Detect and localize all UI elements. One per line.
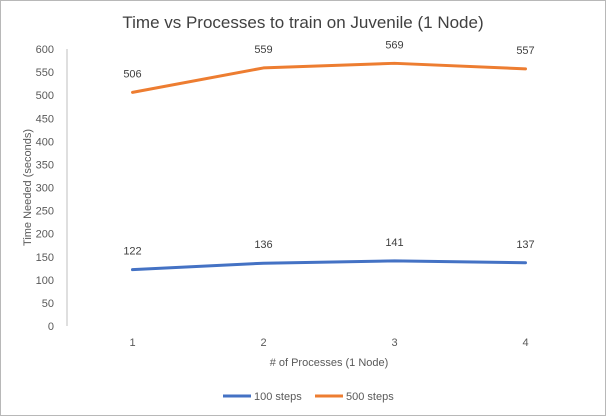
y-tick-label: 350 [36,159,54,171]
y-tick-label: 450 [36,113,54,125]
series-layer: 122 136 141 137 506 559 569 557 [123,39,535,272]
y-tick-label: 0 [48,321,54,333]
y-tick-label: 300 [36,183,54,195]
y-axis-title: Time Needed (seconds) [22,129,34,246]
y-tick-label: 50 [42,298,54,310]
legend: 100 steps 500 steps [223,391,394,403]
legend-label: 500 steps [346,391,394,403]
data-label: 506 [123,68,141,80]
x-tick-label: 2 [260,337,266,349]
y-tick-label: 150 [36,252,54,264]
x-tick-label: 1 [129,337,135,349]
data-label: 559 [254,44,272,56]
y-tick-label: 250 [36,206,54,218]
data-label: 557 [516,45,534,57]
y-tick-label: 600 [36,44,54,56]
chart-title: Time vs Processes to train on Juvenile (… [122,13,483,32]
legend-label: 100 steps [254,391,302,403]
x-axis-title: # of Processes (1 Node) [270,357,389,369]
data-label: 141 [385,237,403,249]
x-tick-label: 4 [522,337,528,349]
y-tick-label: 500 [36,90,54,102]
x-tick-label: 3 [391,337,397,349]
data-label: 122 [123,246,141,258]
y-axis-ticks: 0 50 100 150 200 250 300 350 400 450 500 550 600 [36,44,54,333]
y-tick-label: 400 [36,136,54,148]
y-tick-label: 200 [36,229,54,241]
y-tick-label: 100 [36,275,54,287]
data-label: 569 [385,39,403,51]
y-tick-label: 550 [36,67,54,79]
x-axis-ticks: 1 2 3 4 [129,337,528,349]
series-line-2 [131,61,527,94]
data-label: 136 [254,239,272,251]
series-line-1 [131,259,527,272]
data-label: 137 [516,239,534,251]
